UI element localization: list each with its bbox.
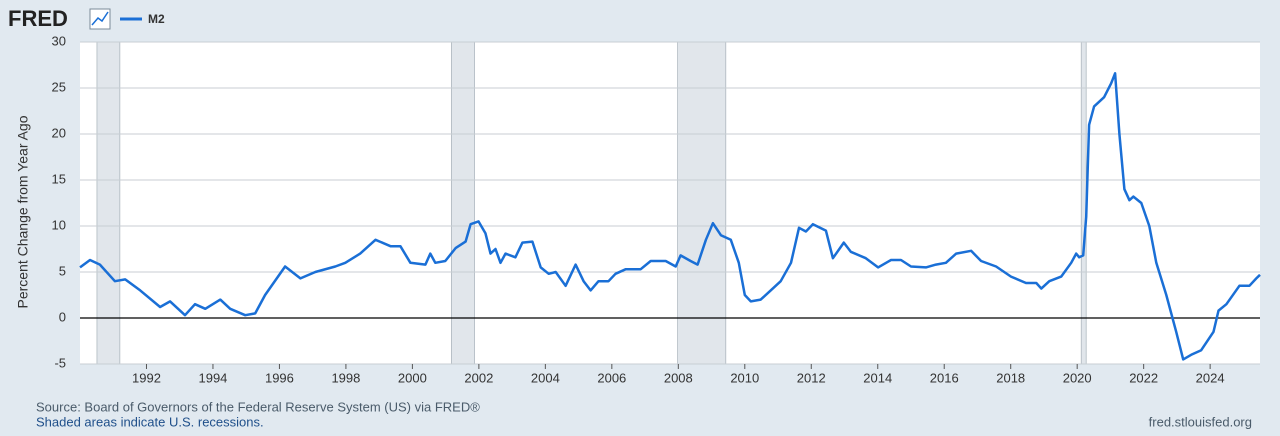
plot-area <box>80 42 1260 364</box>
x-tick-label: 2002 <box>464 370 493 385</box>
data-line <box>79 72 1261 361</box>
x-tick-label: 2012 <box>797 370 826 385</box>
y-axis-label: Percent Change from Year Ago <box>15 115 31 308</box>
x-tick-label: 2006 <box>597 370 626 385</box>
url: fred.stlouisfed.org <box>1149 414 1252 429</box>
recession-note: Shaded areas indicate U.S. recessions. <box>36 414 264 429</box>
y-tick-label: 10 <box>52 217 66 232</box>
recession-band <box>677 41 727 365</box>
y-tick-label: 25 <box>52 79 66 94</box>
recession-band <box>96 41 121 365</box>
x-tick-label: 2018 <box>996 370 1025 385</box>
x-tick-label: 1996 <box>265 370 294 385</box>
recession-band <box>450 41 475 365</box>
x-tick-label: 2004 <box>531 370 560 385</box>
y-tick-label: 20 <box>52 125 66 140</box>
x-tick-label: 1998 <box>331 370 360 385</box>
x-tick-label: 2010 <box>730 370 759 385</box>
x-tick-label: 2022 <box>1129 370 1158 385</box>
x-tick-label: 2020 <box>1063 370 1092 385</box>
x-tick-label: 2008 <box>664 370 693 385</box>
x-tick-label: 1992 <box>132 370 161 385</box>
y-tick-label: -5 <box>54 355 66 370</box>
logo: FRED <box>8 6 68 31</box>
y-tick-label: 5 <box>59 263 66 278</box>
legend-label: M2 <box>148 12 165 26</box>
x-tick-label: 1994 <box>198 370 227 385</box>
x-tick-label: 2014 <box>863 370 892 385</box>
x-tick-label: 2016 <box>930 370 959 385</box>
y-tick-label: 15 <box>52 171 66 186</box>
source: Source: Board of Governors of the Federa… <box>36 399 480 414</box>
y-tick-label: 0 <box>59 309 66 324</box>
logo-icon <box>89 8 111 30</box>
y-tick-label: 30 <box>52 33 66 48</box>
x-tick-label: 2000 <box>398 370 427 385</box>
x-tick-label: 2024 <box>1196 370 1225 385</box>
